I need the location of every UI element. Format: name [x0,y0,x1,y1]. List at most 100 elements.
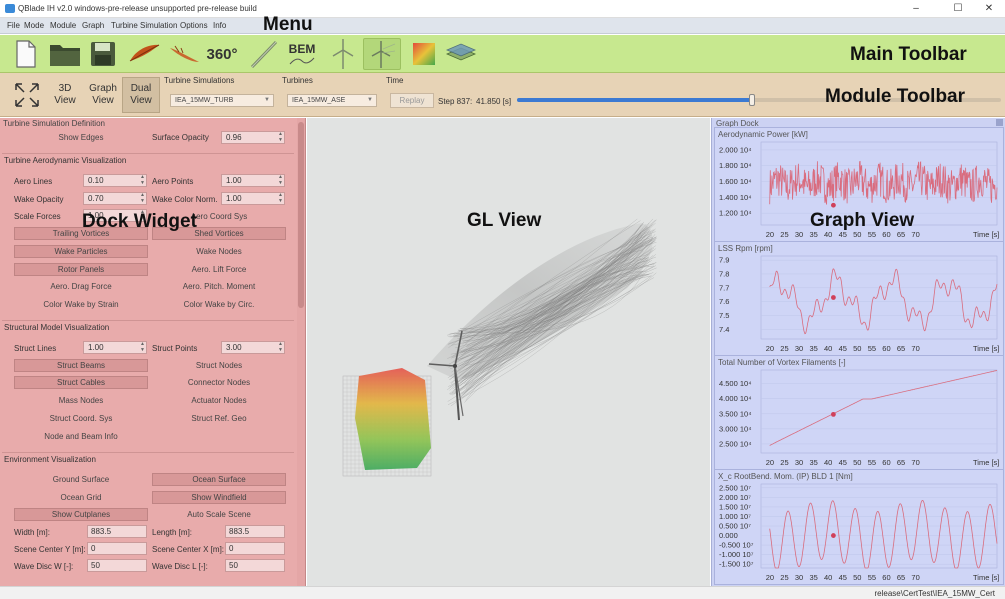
360-extrapolation-icon[interactable]: 360° [206,45,238,63]
aero-drag-force-toggle[interactable]: Aero. Drag Force [50,282,112,291]
replay-button[interactable]: Replay [390,93,434,108]
ocean-surface-toggle[interactable]: Ocean Surface [152,473,286,486]
show-cutplanes-toggle[interactable]: Show Cutplanes [14,508,148,521]
menu-info[interactable]: Info [213,21,227,30]
ocean-grid-toggle[interactable]: Ocean Grid [60,493,102,502]
close-button[interactable]: ✕ [984,3,994,14]
struct-ref-geo-toggle[interactable]: Struct Ref. Geo [191,414,247,423]
open-folder-icon[interactable] [47,38,83,70]
gl-view[interactable] [307,118,710,586]
aero-pitch-moment-toggle[interactable]: Aero. Pitch. Moment [182,282,256,291]
struct-coord-sys-toggle[interactable]: Struct Coord. Sys [49,414,113,423]
color-wake-circ-toggle[interactable]: Color Wake by Circ. [183,300,255,309]
node-beam-info-toggle[interactable]: Node and Beam Info [44,432,118,441]
bem-icon[interactable]: BEM [285,38,319,70]
x-tick-label: 70 [911,230,919,239]
graph-dock-float-icon[interactable] [996,119,1003,126]
struct-points-input[interactable]: 3.00 ▲ ▼ [221,341,285,354]
menu-options[interactable]: Options [180,21,208,30]
wake-nodes-toggle[interactable]: Wake Nodes [196,247,242,256]
turbine-icon[interactable] [327,38,359,70]
aero-coord-sys-toggle[interactable]: Aero Coord Sys [190,212,248,221]
struct-lines-input[interactable]: 1.00 ▲ ▼ [83,341,147,354]
rotor-panels-toggle[interactable]: Rotor Panels [14,263,148,276]
minimize-button[interactable]: – [913,3,919,14]
surface-opacity-value: 0.96 [226,133,242,142]
width-input[interactable]: 883.5 [87,525,147,538]
terrain-icon[interactable] [408,38,440,70]
struct-nodes-toggle[interactable]: Struct Nodes [195,361,243,370]
aero-lines-input[interactable]: 0.10 ▲ ▼ [83,174,147,187]
scale-forces-input[interactable]: 1.00 ▲ ▼ [83,209,147,222]
x-tick-label: 35 [809,344,817,353]
wave-disc-l-input[interactable]: 50 [225,559,285,572]
trailing-vortices-toggle[interactable]: Trailing Vortices [14,227,148,240]
auto-scale-scene-toggle[interactable]: Auto Scale Scene [187,510,251,519]
window-title: QBlade IH v2.0 windows-pre-release unsup… [18,4,257,13]
save-icon[interactable] [88,38,118,70]
aero-points-value: 1.00 [226,176,242,185]
actuator-nodes-toggle[interactable]: Actuator Nodes [191,396,247,405]
wake-filament [447,277,655,402]
turbine-3d-scene [342,218,657,477]
turbine-select[interactable]: IEA_15MW_ASE ▼ [287,94,377,107]
maximize-button[interactable]: ☐ [953,3,963,14]
x-tick-label: 25 [780,573,788,582]
dock-scrollbar-thumb[interactable] [298,122,304,308]
wave-disc-w-label: Wave Disc W [-]: [14,562,74,571]
y-tick-label: 2.000 10⁴ [719,145,751,154]
length-input[interactable]: 883.5 [225,525,285,538]
graph-view-button[interactable]: Graph View [89,83,117,106]
module-toolbar: 3D View Graph View Dual View Turbine Simula… [0,73,1005,117]
graph-panel-vortex-filaments[interactable]: Total Number of Vortex Filaments [-] 2.5… [714,355,1004,470]
connector-nodes-toggle[interactable]: Connector Nodes [187,378,251,387]
dual-view-button[interactable]: Dual View [122,77,160,113]
menu-module[interactable]: Module [50,21,77,30]
mass-nodes-toggle[interactable]: Mass Nodes [58,396,104,405]
dock-widget-annotation: Dock Widget [82,211,197,232]
time-slider[interactable] [517,94,1001,106]
turbine-simulation-select[interactable]: IEA_15MW_TURB ▼ [170,94,274,107]
menu-bar: File Mode Module Graph Turbine Simulatio… [0,18,1005,34]
wake-opacity-label: Wake Opacity [14,195,64,204]
menu-file[interactable]: File [7,21,20,30]
aero-points-input[interactable]: 1.00 ▲ ▼ [221,174,285,187]
3d-view-button[interactable]: 3D View [54,83,76,106]
turbine-simulation-icon[interactable] [363,38,401,70]
x-tick-label: 45 [839,573,847,582]
wave-disc-w-input[interactable]: 50 [87,559,147,572]
ground-surface-toggle[interactable]: Ground Surface [52,475,110,484]
menu-graph[interactable]: Graph [82,21,105,30]
time-slider-fill [517,98,752,102]
fit-view-icon[interactable] [8,77,46,113]
graph-panel-lss-rpm[interactable]: LSS Rpm [rpm] 7.4 7.5 7.6 7.7 7.8 7.9 20 25 30 35… [714,241,1004,356]
struct-lines-value: 1.00 [88,343,104,352]
menu-turbine-simulation[interactable]: Turbine Simulation [111,21,178,30]
airfoil-icon[interactable] [125,38,163,70]
windfield-icon[interactable] [444,38,478,70]
time-slider-handle[interactable] [748,94,755,106]
surface-opacity-input[interactable]: 0.96 ▲ ▼ [221,131,285,144]
shed-vortices-toggle[interactable]: Shed Vortices [152,227,286,240]
x-tick-label: 60 [882,230,890,239]
x-tick-label: 30 [795,458,803,467]
show-edges-toggle[interactable]: Show Edges [58,133,104,142]
menu-mode[interactable]: Mode [24,21,45,30]
blade-design-icon[interactable] [248,38,280,70]
graph-panel-root-bending[interactable]: X_c RootBend. Mom. (IP) BLD 1 [Nm] -1.50… [714,469,1004,585]
struct-cables-toggle[interactable]: Struct Cables [14,376,148,389]
wake-color-norm-input[interactable]: 1.00 ▲ ▼ [221,192,285,205]
dock-scrollbar[interactable] [297,118,305,586]
wake-particles-toggle[interactable]: Wake Particles [14,245,148,258]
show-windfield-toggle[interactable]: Show Windfield [152,491,286,504]
aero-lift-force-toggle[interactable]: Aero. Lift Force [191,265,247,274]
new-file-icon[interactable] [10,38,42,70]
polar-icon[interactable] [166,38,202,70]
color-wake-strain-toggle[interactable]: Color Wake by Strain [43,300,119,309]
wake-opacity-input[interactable]: 0.70 ▲ ▼ [83,192,147,205]
main-toolbar: 360° BEM [0,35,1005,73]
struct-beams-toggle[interactable]: Struct Beams [14,359,148,372]
scene-center-y-input[interactable]: 0 [87,542,147,555]
x-tick-label: 65 [897,230,905,239]
scene-center-x-input[interactable]: 0 [225,542,285,555]
